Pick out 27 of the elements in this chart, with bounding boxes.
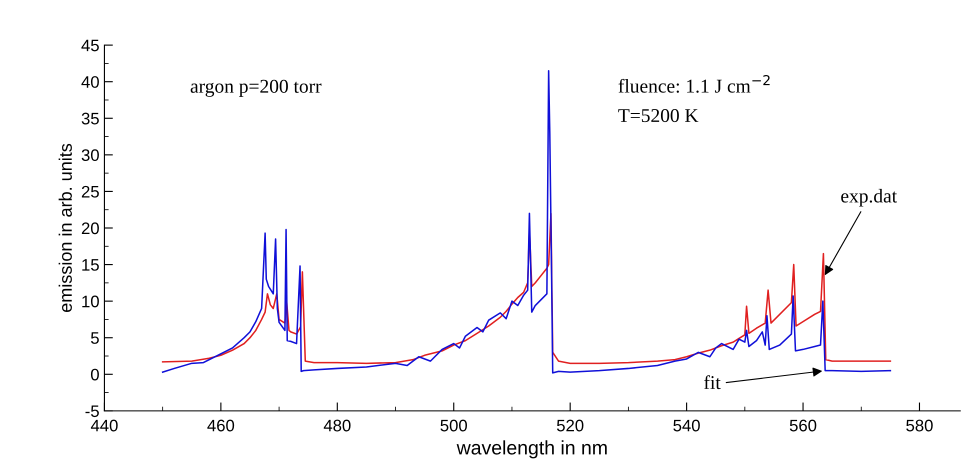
annotation: argon p=200 torr [190,80,322,97]
annotation: T=5200 K [618,109,698,122]
text: exp.dat [841,188,897,207]
y-tick-label: 45 [81,40,99,52]
y-axis-title: emission in arb. units [58,144,72,312]
x-tick-label: 440 [90,420,118,432]
y-tick-label: 25 [82,186,99,198]
series-label: fit [704,375,721,390]
x-tick-label: 460 [207,420,234,432]
x-tick-label: 480 [324,420,351,432]
x-tick-label: 540 [673,420,700,432]
x-tick-label: 580 [906,420,933,432]
y-tick-label: 0 [90,368,99,381]
y-tick-label: 40 [81,76,99,88]
x-axis-title: wavelength in nm [456,440,607,458]
annotation: fluence: 1.1 J cm$^{−2}$ [618,74,770,93]
y-tick-label: 20 [82,222,99,234]
y-tick-label: 15 [82,259,99,271]
line-series [162,212,892,364]
y-tick-label: -5 [85,405,99,418]
y-tick-label: 10 [82,296,99,308]
x-tick-label: 500 [440,420,467,432]
x-tick-label: 520 [556,420,584,432]
y-tick-label: 30 [82,149,99,162]
x-tick-label: 560 [790,420,816,432]
y-tick-label: 5 [90,332,99,344]
y-tick-label: 35 [82,112,99,124]
